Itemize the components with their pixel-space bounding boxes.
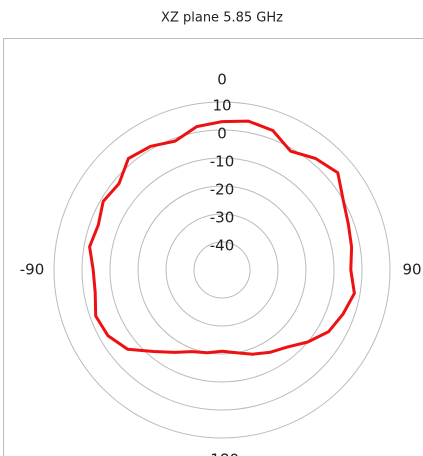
theta-tick-label: -90	[20, 261, 45, 279]
frame	[3, 38, 423, 456]
r-tick-label: -30	[210, 209, 235, 227]
grid-ring	[193, 241, 251, 299]
grid-ring	[53, 101, 391, 439]
grid-ring	[109, 157, 335, 383]
r-tick-label: 10	[212, 97, 231, 115]
theta-tick-label: 90	[402, 261, 421, 279]
pattern-line	[88, 119, 356, 356]
theta-tick-label: 0	[217, 71, 227, 89]
r-tick-label: 0	[217, 125, 227, 143]
theta-tick-label: -180	[205, 451, 239, 456]
grid-ring	[81, 129, 363, 411]
chart-title: XZ plane 5.85 GHz	[161, 11, 283, 26]
grid-ring	[137, 185, 307, 355]
r-tick-label: -10	[210, 153, 235, 171]
r-tick-label: -40	[210, 237, 235, 255]
r-tick-label: -20	[210, 181, 235, 199]
grid-ring	[165, 213, 279, 327]
